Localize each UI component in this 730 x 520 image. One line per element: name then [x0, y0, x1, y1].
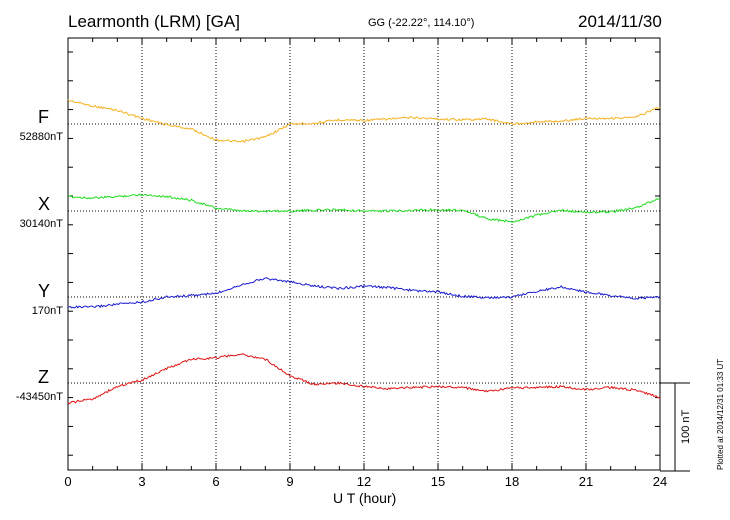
x-tick-label: 9: [286, 474, 294, 489]
series-name-z: Z: [38, 367, 49, 387]
station-coordinates: GG (-22.22°, 114.10°): [368, 17, 475, 29]
series-name-y: Y: [38, 281, 51, 301]
baseline-label-f: 52880nT: [19, 131, 63, 143]
series-line-z: [67, 353, 661, 405]
scale-bar-label: 100 nT: [680, 409, 692, 444]
series-line-f: [67, 99, 661, 144]
x-tick-label: 12: [356, 474, 372, 489]
series-line-x: [67, 193, 661, 223]
x-tick-label: 3: [138, 474, 146, 489]
series-line-y: [67, 277, 661, 309]
baseline-label-z: -43450nT: [15, 391, 63, 403]
series-name-f: F: [38, 107, 49, 127]
plotted-timestamp: Plotted at 2014/12/31 01:33 UT: [716, 358, 725, 470]
x-tick-label: 18: [504, 474, 520, 489]
x-tick-label: 21: [578, 474, 594, 489]
x-tick-label: 6: [212, 474, 220, 489]
baseline-label-y: 170nT: [31, 305, 63, 317]
station-title: Learmonth (LRM) [GA]: [68, 12, 240, 31]
x-tick-label: 24: [652, 474, 668, 489]
x-tick-label: 15: [430, 474, 446, 489]
chart-date: 2014/11/30: [578, 12, 662, 31]
x-tick-label: 0: [64, 474, 72, 489]
baseline-label-x: 30140nT: [19, 218, 63, 230]
series-name-x: X: [38, 194, 51, 214]
x-axis-label: U T (hour): [333, 490, 397, 506]
